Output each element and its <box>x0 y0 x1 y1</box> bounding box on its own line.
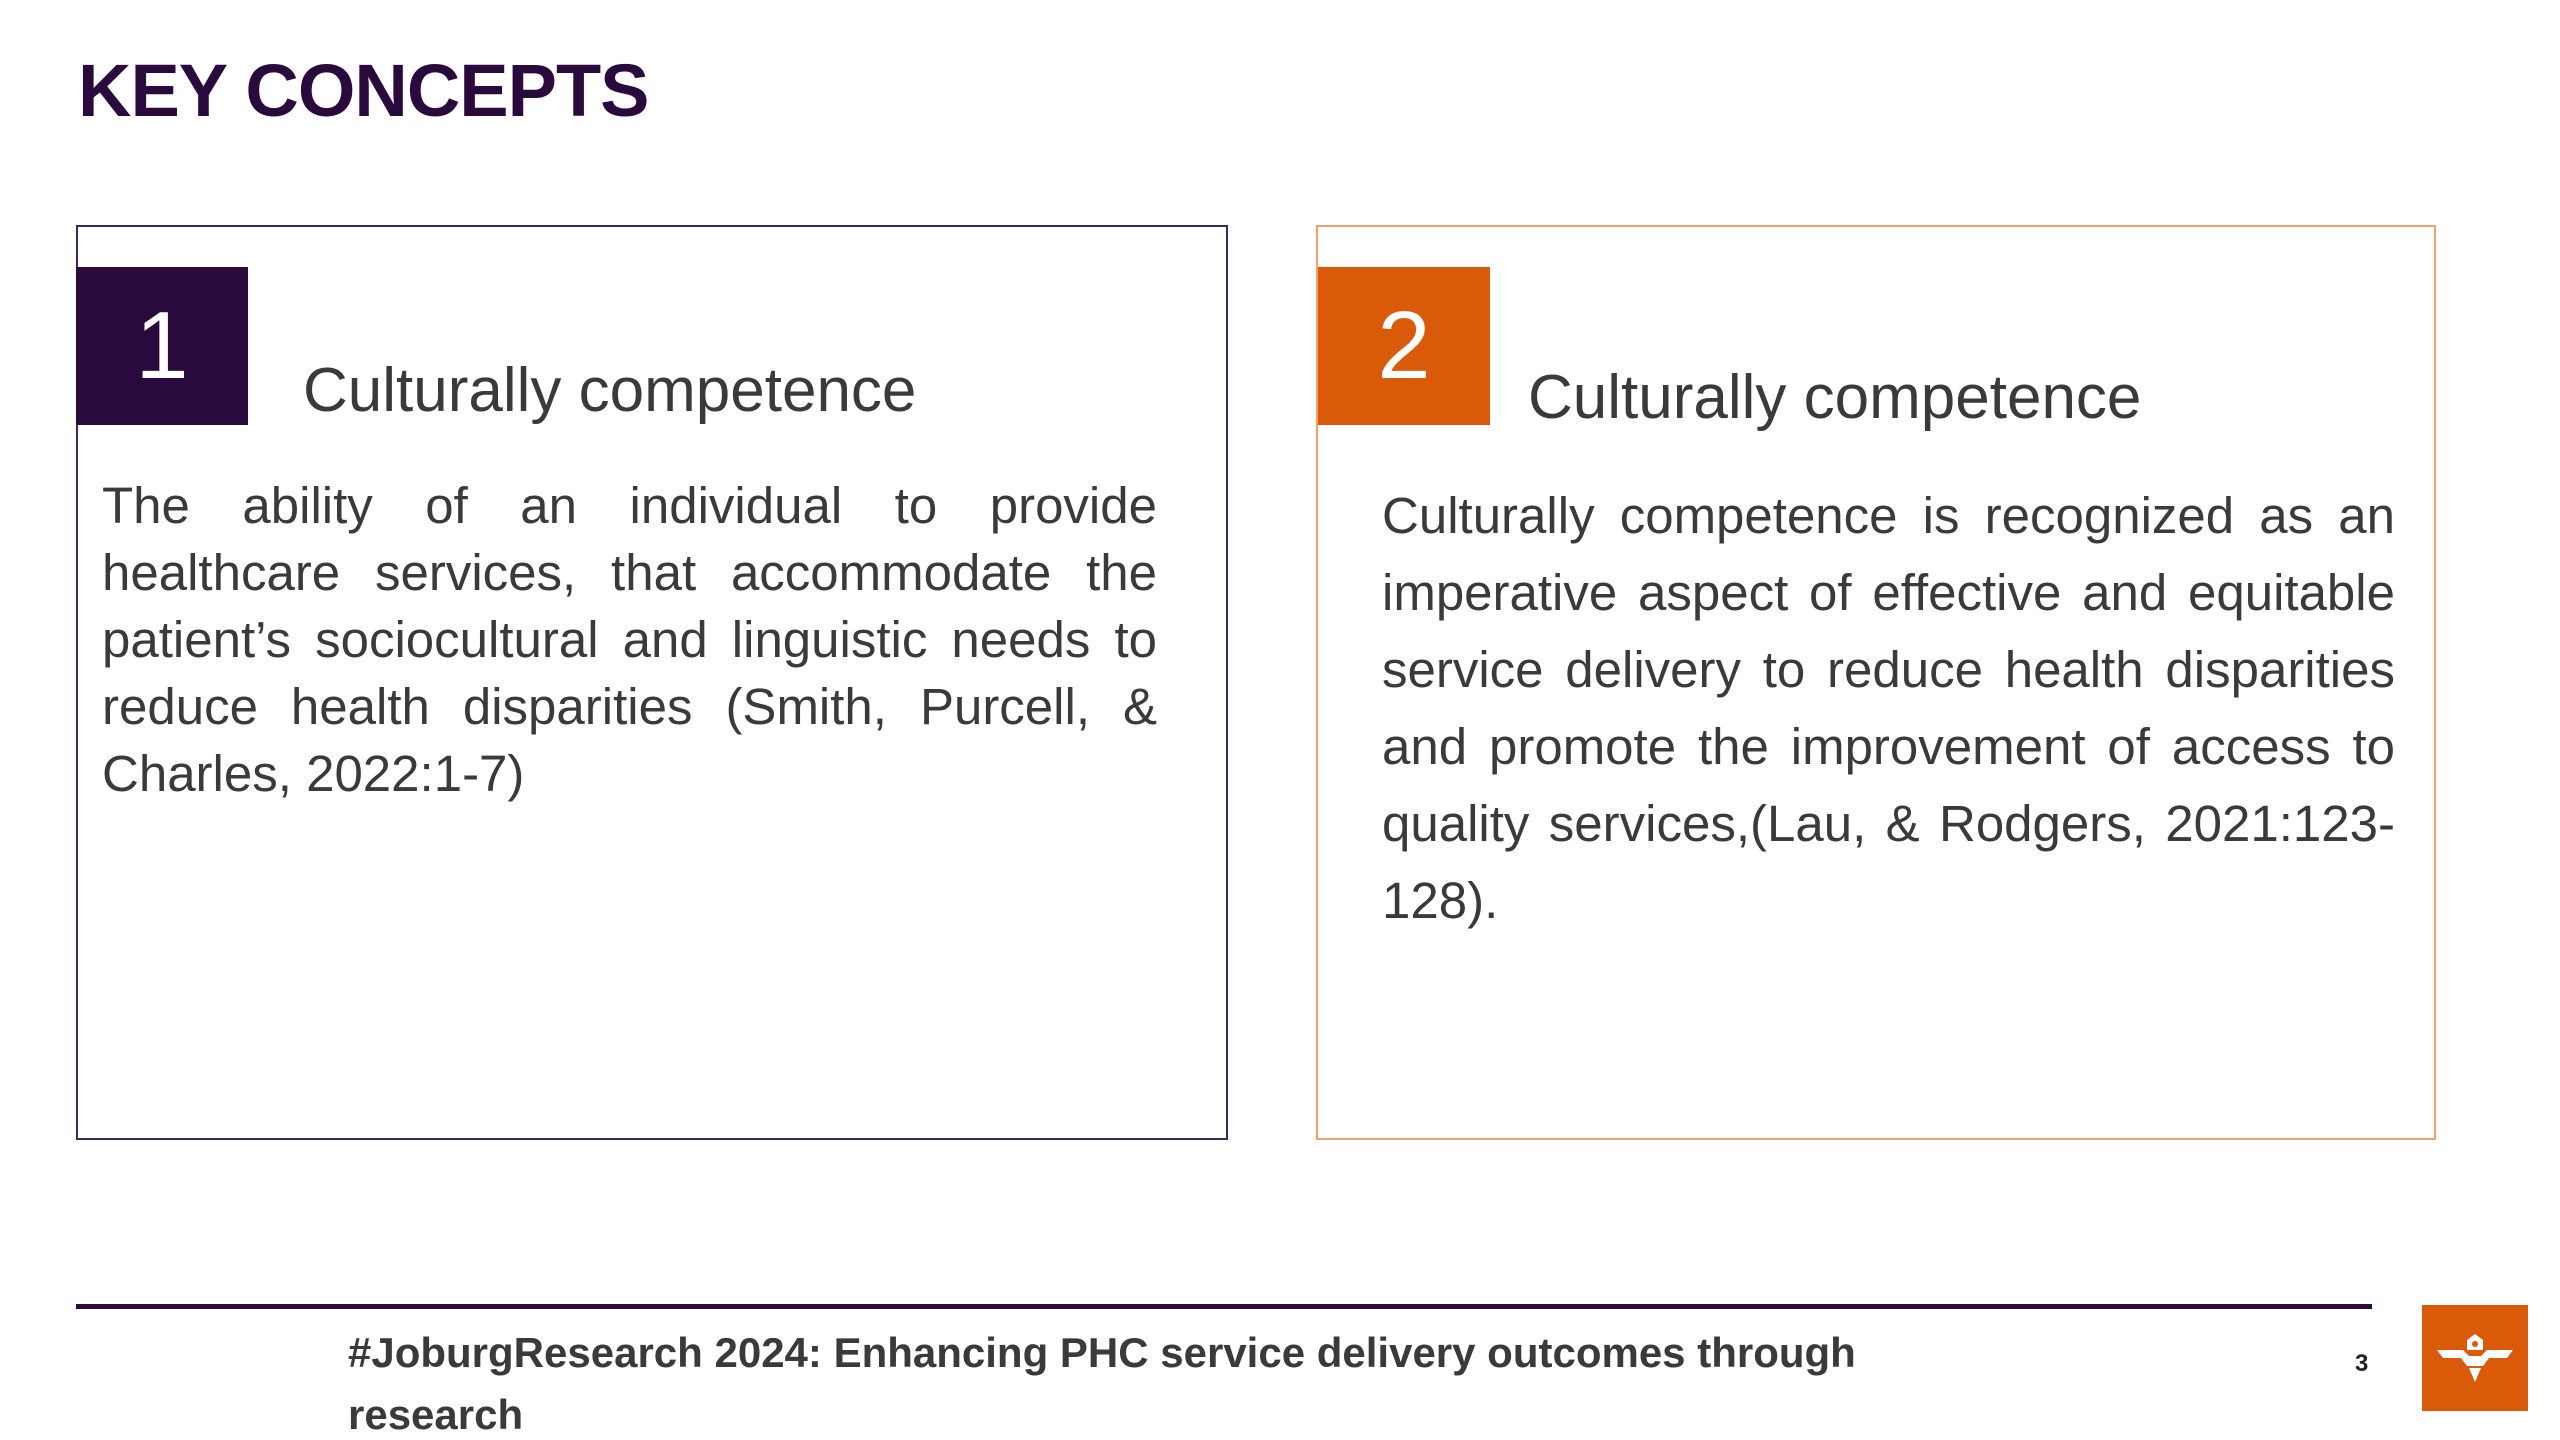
card-body-text: The ability of an individual to provide … <box>102 477 1157 802</box>
footer-divider <box>76 1304 2372 1309</box>
concept-card-1: 1 Culturally competence The ability of a… <box>76 225 1228 1140</box>
city-of-johannesburg-logo-icon <box>2422 1305 2528 1411</box>
footer-text: #JoburgResearch 2024: Enhancing PHC serv… <box>348 1329 1856 1438</box>
logo-emblem-icon <box>2437 1334 2513 1382</box>
card-number-badge: 2 <box>1318 267 1490 425</box>
slide-title: KEY CONCEPTS <box>78 49 650 132</box>
card-body-text: Culturally competence is recognized as a… <box>1382 487 2395 929</box>
card-heading: Culturally competence <box>1528 363 2142 432</box>
card-heading: Culturally competence <box>303 356 917 425</box>
page-number: 3 <box>2355 1350 2369 1377</box>
card-number-badge: 1 <box>76 267 248 425</box>
concept-card-2: 2 Culturally competence Culturally compe… <box>1316 225 2436 1140</box>
